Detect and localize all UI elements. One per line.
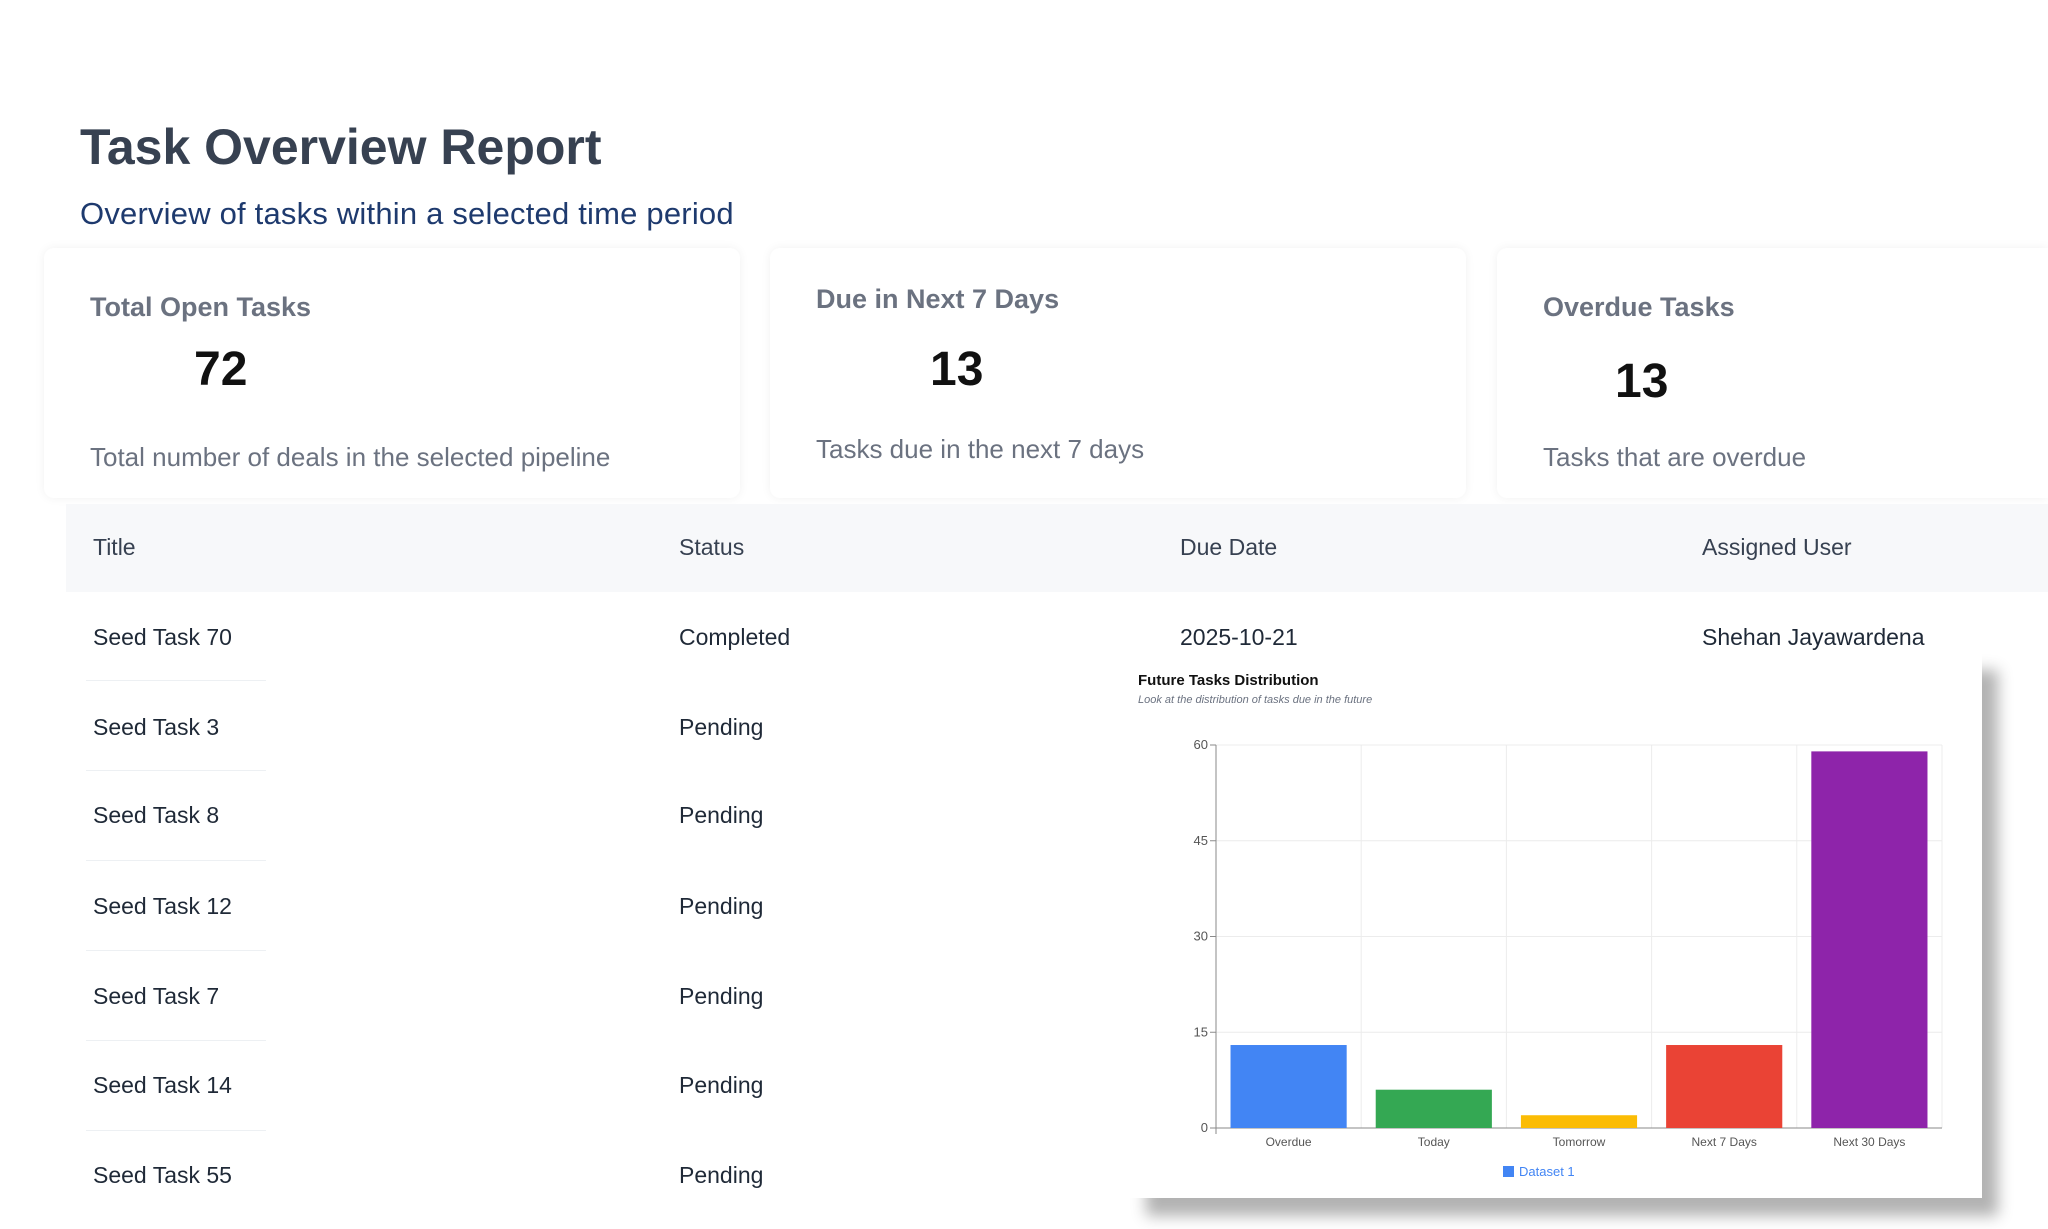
cell-title: Seed Task 14 — [93, 1072, 232, 1098]
row-divider — [86, 860, 266, 861]
cell-status: Pending — [679, 802, 764, 828]
card-value: 13 — [1615, 355, 1669, 408]
table-row[interactable]: Seed Task 8 Pending — [66, 770, 2048, 861]
cell-title: Seed Task 8 — [93, 802, 220, 828]
y-tick-label: 15 — [1194, 1024, 1208, 1039]
page-subtitle: Overview of tasks within a selected time… — [80, 196, 734, 231]
cell-title: Seed Task 3 — [93, 714, 220, 740]
page-title: Task Overview Report — [80, 119, 602, 175]
card-value: 13 — [930, 343, 984, 396]
x-tick-label: Tomorrow — [1553, 1135, 1606, 1149]
cell-title: Seed Task 7 — [93, 983, 220, 1009]
table-row[interactable]: Seed Task 55 Pending — [66, 1130, 2048, 1220]
table-row[interactable]: Seed Task 7 Pending — [66, 950, 2048, 1041]
y-tick-label: 60 — [1194, 737, 1208, 752]
chart-title: Future Tasks Distribution — [1138, 672, 1319, 689]
row-divider — [86, 950, 266, 951]
table-row[interactable]: Seed Task 14 Pending — [66, 1040, 2048, 1131]
cell-status: Pending — [679, 714, 764, 740]
bar-today — [1375, 1089, 1492, 1128]
column-header-assigned-user[interactable]: Assigned User — [1702, 534, 1852, 560]
cell-title: Seed Task 70 — [93, 624, 232, 650]
bar-next-7-days — [1666, 1045, 1783, 1128]
table-row[interactable]: Seed Task 3 Pending — [66, 680, 2048, 771]
chart-subtitle: Look at the distribution of tasks due in… — [1138, 694, 1373, 706]
bar-tomorrow — [1520, 1115, 1638, 1128]
legend-label: Dataset 1 — [1519, 1164, 1575, 1179]
cell-assigned-user: Shehan Jayawardena — [1702, 624, 1925, 650]
cell-status: Pending — [679, 1162, 764, 1188]
column-header-title[interactable]: Title — [93, 534, 136, 560]
cell-status: Pending — [679, 1072, 764, 1098]
cell-status: Pending — [679, 893, 764, 919]
cell-status: Pending — [679, 983, 764, 1009]
card-description: Tasks that are overdue — [1543, 442, 1807, 472]
stat-card-due-next-7: Due in Next 7 Days 13 Tasks due in the n… — [770, 248, 1466, 498]
table-row[interactable]: Seed Task 70 Completed 2025-10-21 Shehan… — [66, 590, 2048, 681]
row-divider — [86, 1040, 266, 1041]
x-tick-label: Next 7 Days — [1692, 1135, 1757, 1149]
bar-next-30-days — [1811, 751, 1928, 1128]
card-value: 72 — [194, 343, 248, 396]
cell-status: Completed — [679, 624, 791, 650]
column-header-status[interactable]: Status — [679, 534, 745, 560]
card-label: Total Open Tasks — [90, 292, 312, 322]
y-tick-label: 0 — [1201, 1120, 1208, 1135]
legend-swatch — [1503, 1166, 1514, 1177]
y-tick-label: 45 — [1194, 833, 1208, 848]
cell-title: Seed Task 12 — [93, 893, 232, 919]
x-tick-label: Next 30 Days — [1833, 1135, 1905, 1149]
y-tick-label: 30 — [1194, 929, 1208, 944]
stat-card-total-open: Total Open Tasks 72 Total number of deal… — [44, 248, 740, 498]
future-tasks-chart-panel: Future Tasks Distribution Look at the di… — [1130, 652, 1982, 1198]
card-description: Tasks due in the next 7 days — [816, 434, 1145, 464]
table-row[interactable]: Seed Task 12 Pending — [66, 860, 2048, 951]
bar-chart: 0 15 30 45 60 Overdue Today Tomorrow Next 7 Days… — [1194, 737, 1943, 1179]
cell-due-date: 2025-10-21 — [1180, 624, 1298, 650]
bar-overdue — [1230, 1045, 1347, 1128]
stat-card-overdue: Overdue Tasks 13 Tasks that are overdue — [1497, 248, 2048, 498]
row-divider — [86, 680, 266, 681]
card-description: Total number of deals in the selected pi… — [90, 442, 611, 472]
card-label: Due in Next 7 Days — [816, 284, 1060, 314]
card-label: Overdue Tasks — [1543, 292, 1735, 322]
x-tick-label: Today — [1418, 1135, 1450, 1149]
cell-title: Seed Task 55 — [93, 1162, 232, 1188]
column-header-due-date[interactable]: Due Date — [1180, 534, 1278, 560]
table-header: Title Status Due Date Assigned User — [66, 504, 2048, 592]
x-tick-label: Overdue — [1266, 1135, 1312, 1149]
row-divider — [86, 1130, 266, 1131]
row-divider — [86, 770, 266, 771]
